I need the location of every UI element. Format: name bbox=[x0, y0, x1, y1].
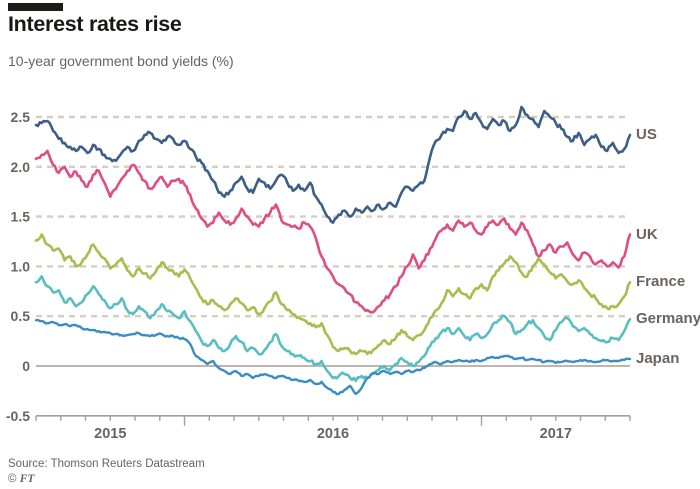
series-line-uk bbox=[34, 149, 632, 314]
copyright-symbol: © bbox=[8, 473, 17, 485]
y-tick-label: -0.5 bbox=[6, 408, 30, 424]
legend-label-japan: Japan bbox=[636, 350, 680, 367]
series-line-france bbox=[34, 233, 632, 356]
series-line-japan bbox=[34, 318, 632, 396]
y-tick-label: 0 bbox=[22, 358, 30, 374]
copyright: © FT bbox=[8, 473, 34, 485]
legend-label-us: US bbox=[636, 125, 657, 143]
chart-subtitle: 10-year government bond yields (%) bbox=[8, 53, 234, 69]
x-tick-label: 2017 bbox=[540, 426, 572, 442]
page-title: Interest rates rise bbox=[8, 12, 182, 36]
series-line-us bbox=[34, 105, 632, 224]
title-tag-bar bbox=[8, 3, 63, 11]
y-tick-label: 0.5 bbox=[11, 308, 31, 324]
legend-label-france: France bbox=[636, 273, 686, 291]
x-tick-label: 2015 bbox=[94, 426, 126, 442]
y-tick-label: 1.0 bbox=[11, 258, 31, 274]
series-line-germany bbox=[34, 275, 632, 383]
legend-label-germany: Germany bbox=[636, 310, 700, 328]
x-tick-label: 2016 bbox=[317, 426, 349, 442]
y-tick-label: 2.5 bbox=[11, 109, 31, 125]
y-tick-label: 2.0 bbox=[11, 159, 31, 175]
y-tick-label: 1.5 bbox=[11, 209, 31, 225]
ft-logo-text: FT bbox=[19, 473, 35, 485]
source-credit: Source: Thomson Reuters Datastream bbox=[8, 458, 205, 470]
legend-label-uk: UK bbox=[636, 225, 658, 243]
